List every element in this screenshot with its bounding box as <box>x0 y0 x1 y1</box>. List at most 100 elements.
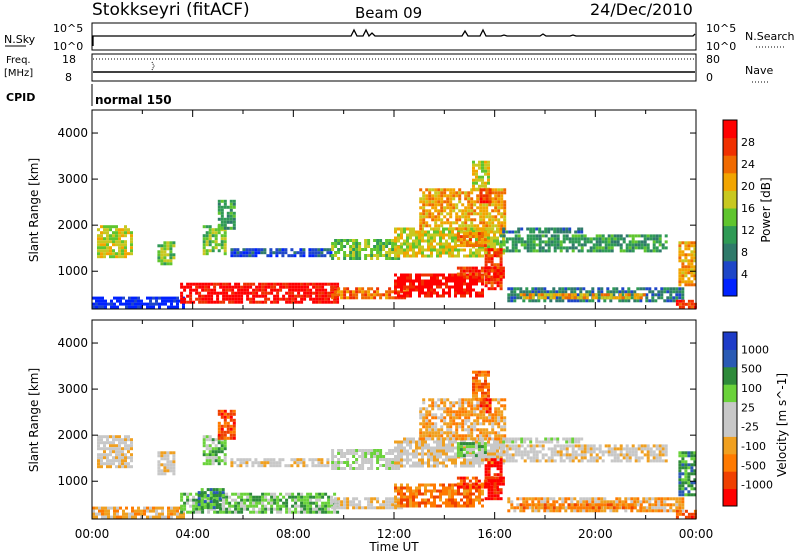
echo-cell <box>456 485 460 489</box>
echo-cell <box>440 413 444 417</box>
echo-cell <box>260 464 264 468</box>
echo-cell <box>567 293 571 297</box>
echo-cell <box>693 265 697 269</box>
echo-cell <box>421 443 424 447</box>
echo-cell <box>246 507 250 511</box>
echo-cell <box>684 253 688 257</box>
echo-cell <box>436 464 439 468</box>
echo-cell <box>130 456 133 460</box>
echo-cell <box>517 447 521 451</box>
echo-cell <box>625 243 629 247</box>
echo-cell <box>687 259 691 263</box>
echo-cell <box>406 236 409 240</box>
echo-cell <box>217 409 221 413</box>
colorbar-segment <box>723 278 737 297</box>
echo-cell <box>415 461 418 465</box>
echo-cell <box>157 472 161 476</box>
echo-cell <box>273 297 277 301</box>
echo-cell <box>690 253 694 257</box>
echo-cell <box>535 249 539 253</box>
echo-cell <box>481 382 484 386</box>
echo-cell <box>217 243 221 247</box>
echo-cell <box>337 506 341 510</box>
echo-cell <box>343 296 347 300</box>
echo-cell <box>182 515 185 519</box>
echo-cell <box>508 249 512 253</box>
echo-cell <box>211 453 215 457</box>
echo-cell <box>134 512 137 516</box>
echo-cell <box>466 288 469 292</box>
echo-cell <box>460 288 463 292</box>
echo-cell <box>425 224 429 228</box>
echo-cell <box>607 453 611 457</box>
echo-cell <box>573 296 577 300</box>
echo-cell <box>496 248 500 252</box>
echo-cell <box>425 194 429 198</box>
echo-cell <box>445 251 448 255</box>
echo-cell <box>288 495 292 499</box>
echo-cell <box>451 233 454 237</box>
echo-cell <box>693 247 697 251</box>
echo-cell <box>245 458 249 462</box>
echo-cell <box>223 231 227 235</box>
echo-cell <box>421 464 424 468</box>
echo-cell <box>340 239 344 242</box>
echo-cell <box>503 425 507 429</box>
echo-cell <box>230 458 234 462</box>
echo-cell <box>180 495 184 499</box>
echo-cell <box>424 504 427 508</box>
echo-cell <box>459 238 463 242</box>
echo-cell <box>385 506 389 510</box>
echo-cell <box>484 163 487 167</box>
echo-cell <box>370 500 374 504</box>
echo-cell <box>206 497 210 501</box>
echo-cell <box>448 233 451 237</box>
echo-cell <box>449 227 453 231</box>
echo-cell <box>198 510 202 514</box>
echo-cell <box>349 296 353 300</box>
echo-cell <box>562 447 566 451</box>
echo-cell <box>312 291 316 295</box>
echo-cell <box>264 510 268 514</box>
echo-cell <box>225 294 229 298</box>
echo-cell <box>149 305 152 309</box>
echo-cell <box>415 288 418 292</box>
echo-cell <box>403 227 406 231</box>
echo-cell <box>482 209 486 213</box>
echo-cell <box>152 296 155 300</box>
echo-cell <box>225 282 229 286</box>
echo-cell <box>478 248 481 252</box>
echo-cell <box>476 413 480 417</box>
echo-cell <box>403 504 406 508</box>
echo-cell <box>475 391 478 395</box>
echo-cell <box>489 266 493 270</box>
echo-cell <box>400 236 403 240</box>
echo-cell <box>452 431 456 435</box>
echo-cell <box>113 506 116 510</box>
echo-cell <box>205 453 209 457</box>
echo-cell <box>451 498 454 502</box>
echo-cell <box>478 388 481 392</box>
echo-cell <box>279 282 283 286</box>
echo-cell <box>500 227 504 231</box>
echo-cell <box>428 431 432 435</box>
echo-cell <box>487 248 491 252</box>
echo-cell <box>261 504 265 508</box>
echo-cell <box>421 483 424 487</box>
echo-cell <box>231 300 235 304</box>
echo-cell <box>454 489 457 493</box>
echo-cell <box>451 504 454 508</box>
echo-cell <box>364 455 368 458</box>
nsky-left-tick-bottom: 10^0 <box>53 40 83 53</box>
echo-cell <box>448 483 451 487</box>
echo-cell <box>636 287 640 291</box>
echo-cell <box>684 454 688 458</box>
echo-cell <box>434 200 438 204</box>
echo-cell <box>664 444 668 448</box>
echo-cell <box>422 425 426 429</box>
colorbar-segment <box>723 137 737 156</box>
echo-cell <box>186 282 190 286</box>
echo-cell <box>499 248 503 252</box>
echo-cell <box>358 467 362 470</box>
echo-cell <box>646 237 650 241</box>
